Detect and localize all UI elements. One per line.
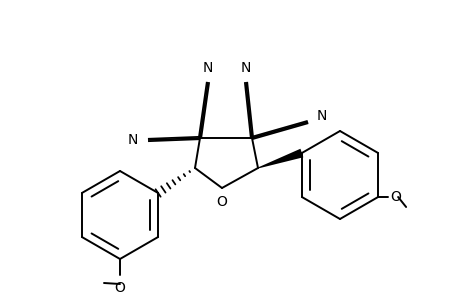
- Polygon shape: [257, 149, 302, 169]
- Text: N: N: [316, 109, 326, 123]
- Text: N: N: [202, 61, 213, 75]
- Text: N: N: [241, 61, 251, 75]
- Text: O: O: [389, 190, 400, 204]
- Text: O: O: [216, 195, 227, 209]
- Text: N: N: [128, 133, 138, 147]
- Text: O: O: [114, 281, 125, 295]
